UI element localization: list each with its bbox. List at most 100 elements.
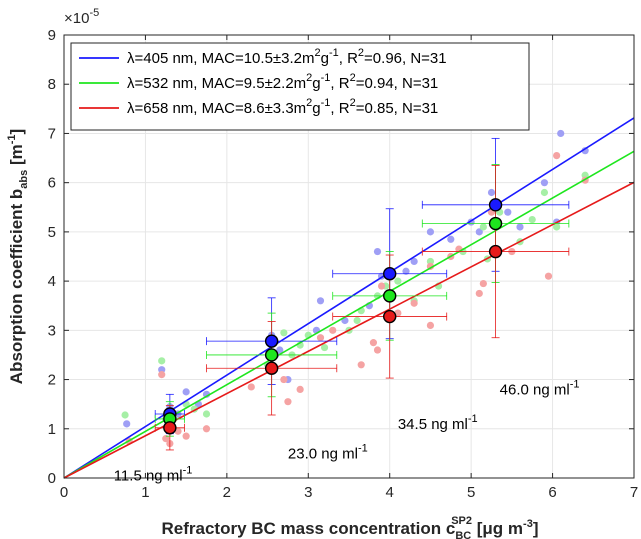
- scatter-point: [123, 420, 131, 428]
- error-bars: [154, 137, 570, 451]
- legend-text-part: 2: [358, 47, 364, 59]
- scatter-point: [447, 235, 455, 243]
- legend-text-part: 2: [306, 72, 312, 84]
- annotation-sup: -1: [358, 442, 368, 454]
- scatter-point: [540, 179, 549, 187]
- y-label-unit-post: ]: [7, 129, 26, 135]
- scatter-point: [202, 425, 211, 433]
- fit-line: [63, 117, 635, 479]
- annotation: 23.0 ng ml-1: [288, 442, 368, 462]
- scatter-point: [373, 346, 382, 354]
- axes-box: [63, 34, 635, 479]
- x-tick-label: 5: [467, 484, 475, 501]
- scatter-point: [581, 147, 589, 155]
- y-axis-label: Absorption coefficient babs [m-1]: [6, 129, 30, 384]
- legend-entry: λ=532 nm, MAC=9.5±2.2m2g-1, R2=0.94, N=3…: [127, 72, 438, 92]
- mean-marker: [488, 216, 503, 231]
- y-tick-label: 9: [48, 27, 56, 44]
- x-axis-label: Refractory BC mass concentration cBCSP2 …: [162, 515, 539, 539]
- scatter-point: [479, 223, 487, 231]
- annotation: 34.5 ng ml-1: [398, 413, 478, 433]
- scatter-point: [320, 343, 329, 352]
- scatter-point: [316, 334, 325, 342]
- scatter-point: [410, 299, 418, 307]
- x-tick-label: 0: [60, 484, 68, 501]
- legend-text-part: 2: [350, 97, 356, 109]
- scatter-point: [373, 247, 382, 256]
- y-multiplier-exp: -5: [89, 7, 99, 19]
- annotation-text: 34.5 ng ml: [398, 416, 468, 433]
- x-tick-label: 7: [630, 484, 638, 501]
- scatter-point: [202, 410, 211, 418]
- mean-marker: [264, 334, 279, 348]
- scatter-point: [158, 357, 166, 365]
- scatter-point: [475, 289, 483, 298]
- legend-entry: λ=405 nm, MAC=10.5±3.2m2g-1, R2=0.96, N=…: [127, 47, 447, 67]
- x-label-sub: BC: [455, 530, 471, 539]
- y-tick-label: 8: [48, 76, 56, 93]
- scatter-point: [158, 371, 166, 379]
- legend-text-part: 2: [315, 47, 321, 59]
- legend-box: [70, 42, 530, 131]
- x-tick-label: 6: [548, 484, 556, 501]
- y-tick-label: 3: [48, 322, 56, 339]
- scatter-point: [426, 321, 435, 330]
- legend-text-part: λ=658 nm, MAC=8.6±3.3m: [127, 100, 306, 117]
- y-tick-label: 1: [48, 421, 56, 438]
- ticks: 0 1 2 3 4 5 6 7 0 1 2 3 4 5 6 7 8 9: [48, 27, 639, 501]
- y-label-unit-pre: [m: [7, 144, 26, 170]
- x-label-unit-pre: [μg m: [472, 519, 523, 538]
- scatter-point: [280, 375, 288, 384]
- scatter-point: [410, 257, 418, 266]
- y-tick-label: 0: [48, 470, 56, 487]
- scatter-point: [504, 208, 512, 216]
- mean-markers: [163, 198, 503, 435]
- fit-line: [63, 150, 635, 479]
- scatter-point: [284, 398, 292, 406]
- scatter-point: [557, 129, 565, 138]
- scatter-point: [479, 279, 487, 288]
- scatter-point: [394, 277, 402, 285]
- scatter-point: [553, 151, 561, 160]
- y-multiplier: ×10-5: [64, 7, 99, 27]
- y-label-main: Absorption coefficient b: [7, 189, 26, 385]
- scatter-points: [121, 129, 589, 448]
- legend-text-part: g: [312, 75, 320, 92]
- legend-text-part: 2: [306, 97, 312, 109]
- legend-text-part: -1: [321, 72, 331, 84]
- legend-text-part: =0.85, N=31: [356, 100, 439, 117]
- legend-text-part: , R: [330, 75, 349, 92]
- scatter-point: [357, 361, 365, 369]
- scatter-point: [402, 267, 410, 275]
- scatter-point: [182, 432, 190, 440]
- legend-text-part: g: [312, 100, 320, 117]
- x-label-main: Refractory BC mass concentration c: [162, 519, 456, 538]
- annotation-sup: -1: [468, 413, 478, 425]
- mean-marker: [488, 198, 503, 212]
- legend: λ=405 nm, MAC=10.5±3.2m2g-1, R2=0.96, N=…: [70, 42, 530, 131]
- annotation-text: 46.0 ng ml: [500, 381, 570, 398]
- scatter-point: [544, 272, 553, 280]
- scatter-point: [475, 228, 483, 236]
- scatter-point: [528, 215, 536, 224]
- x-tick-label: 2: [223, 484, 231, 501]
- annotation-text: 11.5 ng ml: [114, 468, 183, 485]
- y-label-sub: abs: [18, 170, 30, 189]
- x-label-unit-post: ]: [533, 519, 539, 538]
- scatter-point: [540, 188, 549, 197]
- y-label-unit-sup: -1: [6, 134, 18, 144]
- mean-marker: [163, 421, 177, 435]
- legend-text-part: , R: [339, 50, 358, 67]
- scatter-point: [280, 329, 288, 337]
- scatter-point: [426, 257, 435, 266]
- y-tick-label: 4: [48, 273, 56, 290]
- scatter-point: [377, 282, 386, 290]
- mean-marker: [383, 309, 397, 324]
- scatter-point: [329, 326, 337, 334]
- mean-marker: [383, 267, 397, 281]
- x-label-unit-sup: -3: [523, 518, 533, 530]
- legend-text-part: -1: [329, 47, 339, 59]
- fit-line: [63, 181, 635, 479]
- annotation: 46.0 ng ml-1: [500, 378, 580, 398]
